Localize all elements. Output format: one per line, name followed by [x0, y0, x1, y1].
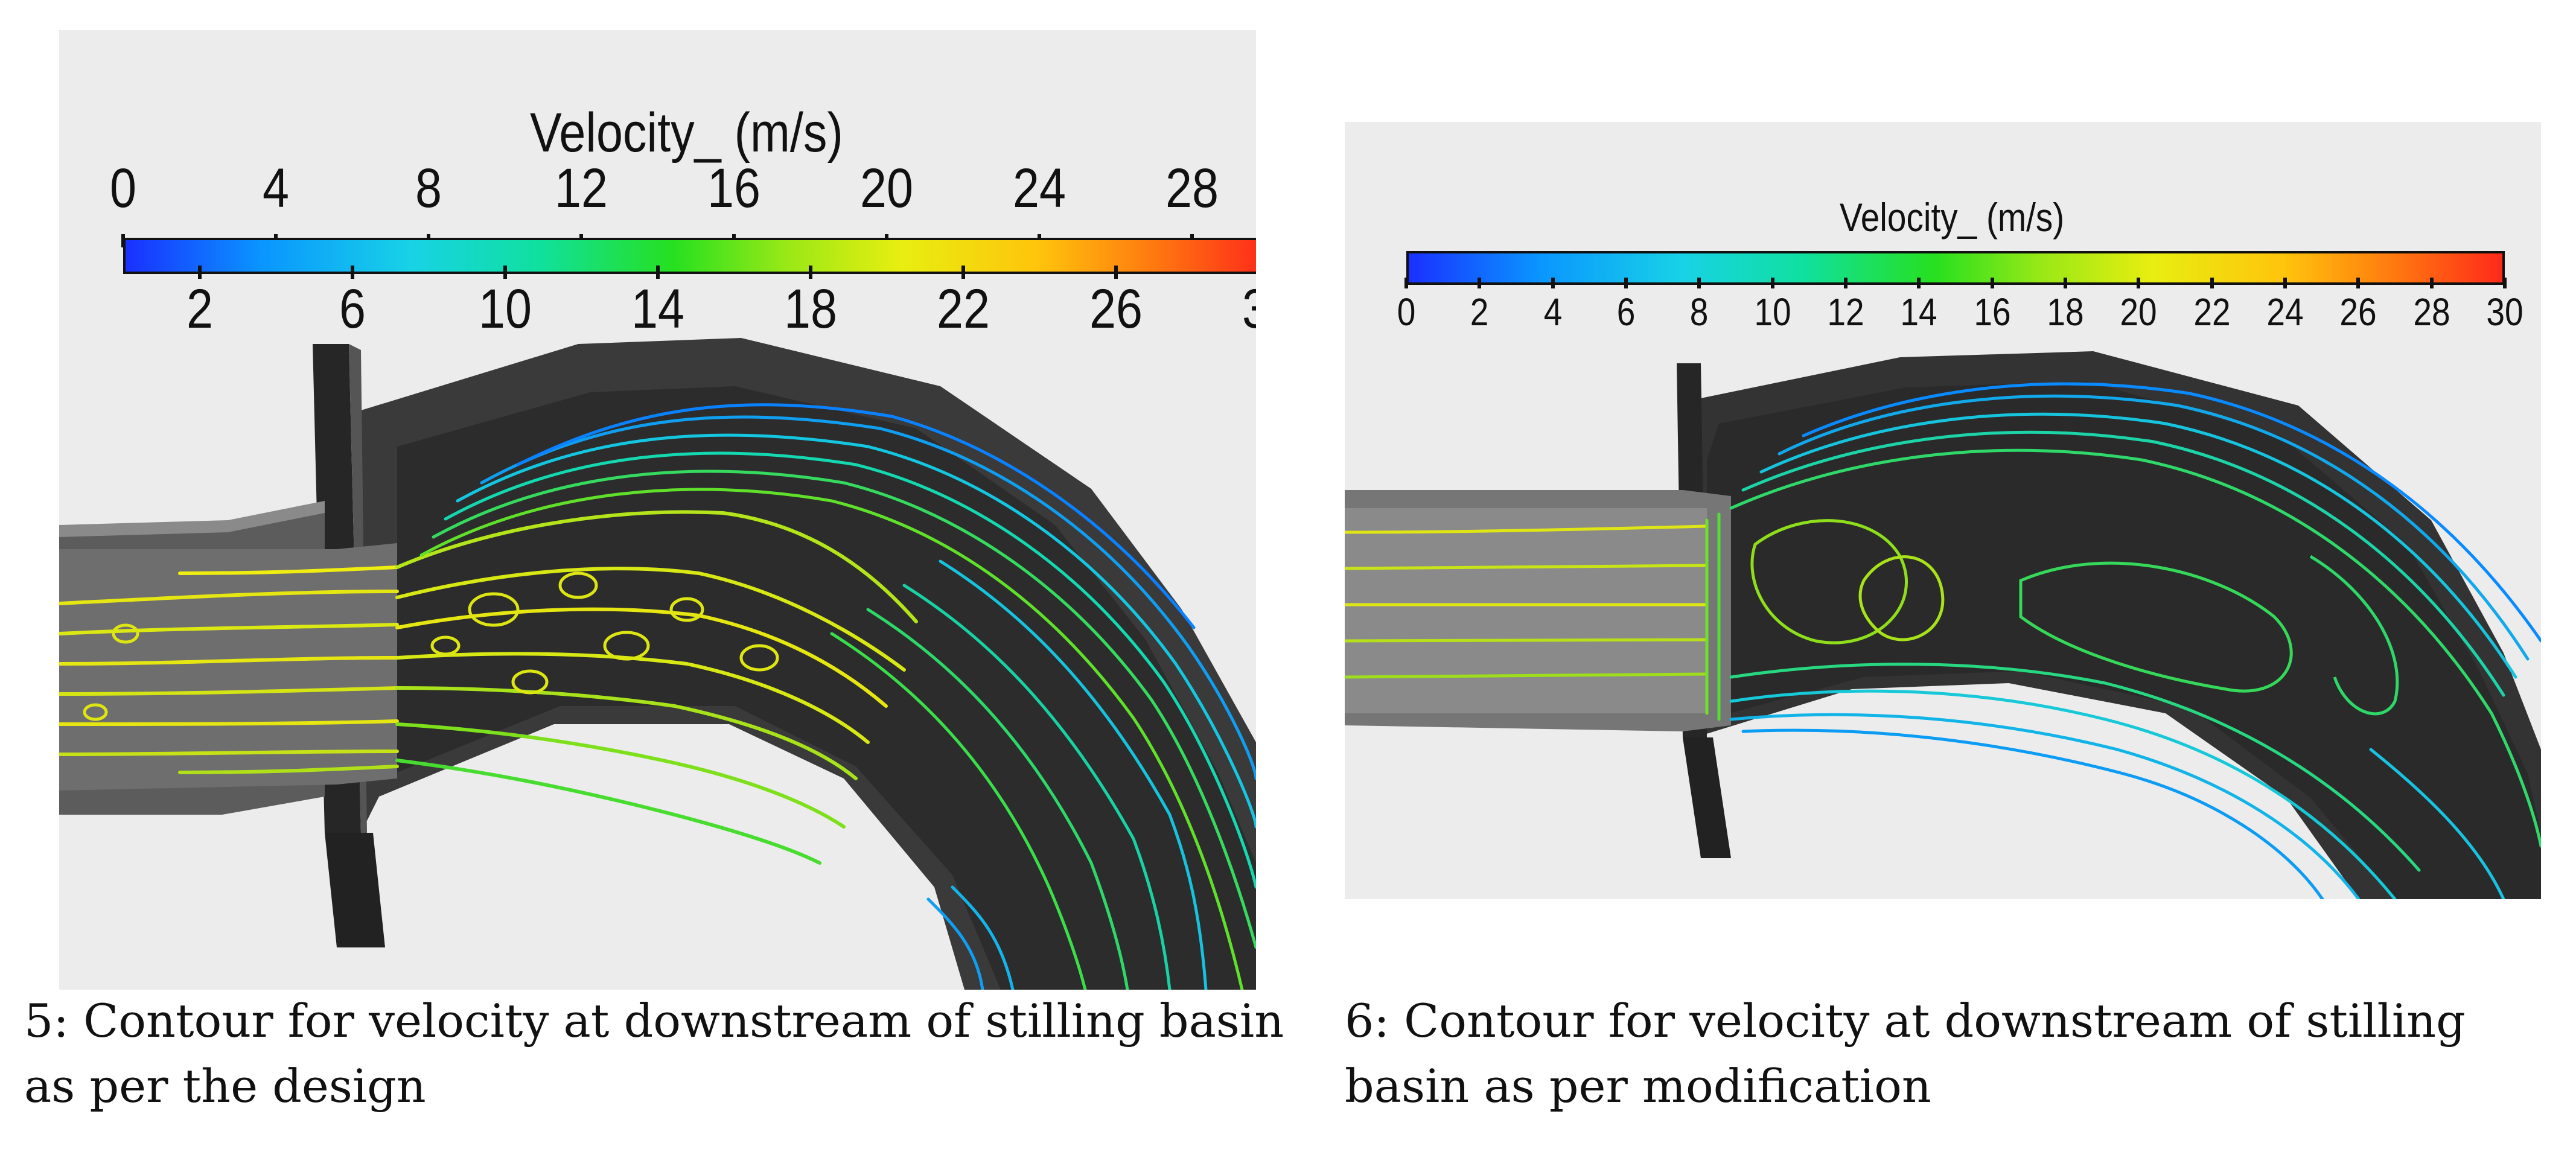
colorbar-tick-label: 18	[2047, 290, 2084, 334]
colorbar-tick-mark	[1844, 278, 1848, 288]
colorbar-tick-label: 4	[263, 158, 290, 219]
velocity-colorbar	[1406, 251, 2505, 285]
colorbar-tick-label: 2	[186, 278, 213, 340]
velocity-colorbar	[123, 238, 1256, 274]
colorbar-tick-label: 4	[1543, 290, 1562, 334]
colorbar-tick-label: 22	[2193, 290, 2231, 334]
legend-title: Velocity_ (m/s)	[1840, 195, 2065, 240]
colorbar-tick-mark	[655, 266, 660, 279]
colorbar-tick-label: 20	[860, 158, 914, 219]
figure-caption-modification: 6: Contour for velocity at downstream of…	[1345, 994, 2466, 1113]
colorbar-tick-label: 20	[2120, 290, 2157, 334]
colorbar-tick-label: 14	[631, 278, 684, 340]
colorbar-tick-mark	[2283, 278, 2287, 288]
colorbar-tick-mark	[1990, 278, 1994, 288]
colorbar-tick-mark	[2503, 278, 2507, 288]
colorbar-tick-mark	[1770, 278, 1774, 288]
colorbar-tick-mark	[503, 266, 507, 279]
colorbar-tick-label: 26	[1089, 278, 1143, 340]
colorbar-tick-label: 28	[2413, 290, 2450, 334]
colorbar-tick-mark	[1917, 278, 1921, 288]
colorbar-tick-label: 18	[783, 278, 837, 340]
colorbar-tick-label: 10	[1754, 290, 1791, 334]
colorbar-tick-mark	[808, 266, 812, 279]
colorbar-tick-label: 6	[1616, 290, 1636, 334]
colorbar-tick-mark	[1478, 278, 1482, 288]
colorbar-tick-mark	[1114, 266, 1118, 279]
colorbar-tick-label: 28	[1165, 158, 1219, 219]
velocity-contour-design-image: Velocity_ (m/s) 0 4 8 12 16 20 24 28 2 6 10 14 18 22…	[59, 30, 1256, 990]
colorbar-tick-mark	[197, 266, 202, 279]
colorbar-tick-label: 24	[1013, 158, 1066, 219]
colorbar-tick-label: 12	[1827, 290, 1864, 334]
colorbar-tick-label: 10	[478, 278, 532, 340]
colorbar-tick-label: 2	[1470, 290, 1489, 334]
figure-caption-design: 5: Contour for velocity at downstream of…	[24, 994, 1284, 1113]
colorbar-tick-mark	[2137, 278, 2141, 288]
colorbar-tick-mark	[1624, 278, 1628, 288]
colorbar-tick-mark	[2210, 278, 2214, 288]
colorbar-tick-label: 16	[1974, 290, 2011, 334]
colorbar-tick-label: 8	[415, 158, 442, 219]
colorbar-tick-mark	[2064, 278, 2067, 288]
colorbar-tick-label: 22	[936, 278, 990, 340]
colorbar-tick-label: 24	[2266, 290, 2304, 334]
colorbar-tick-mark	[1551, 278, 1555, 288]
colorbar-tick-mark	[350, 266, 354, 279]
colorbar-tick-label: 16	[707, 158, 761, 219]
colorbar-tick-label: 6	[339, 278, 366, 340]
colorbar-tick-label: 0	[109, 158, 137, 219]
colorbar-tick-mark	[961, 266, 965, 279]
colorbar-tick-mark	[1404, 278, 1408, 288]
colorbar-tick-mark	[2429, 278, 2434, 288]
colorbar-tick-label: 8	[1690, 290, 1709, 334]
colorbar-tick-mark	[2356, 278, 2361, 288]
legend-title: Velocity_ (m/s)	[530, 102, 843, 164]
colorbar-tick-label: 30	[1242, 278, 1256, 341]
colorbar-tick-mark	[1697, 278, 1701, 288]
colorbar-tick-label: 30	[2486, 290, 2523, 334]
stilling-basin-design-render	[59, 338, 1256, 990]
stilling-basin-modification-render	[1345, 351, 2541, 899]
colorbar-tick-label: 26	[2339, 290, 2377, 334]
colorbar-tick-label: 14	[1900, 290, 1937, 334]
velocity-contour-modification-image: Velocity_ (m/s) 0 2 4 6 8 10 12 14 16 18 20 22 24 26 2…	[1345, 122, 2541, 899]
colorbar-tick-label: 0	[1397, 290, 1416, 334]
colorbar-tick-label: 12	[555, 158, 608, 219]
